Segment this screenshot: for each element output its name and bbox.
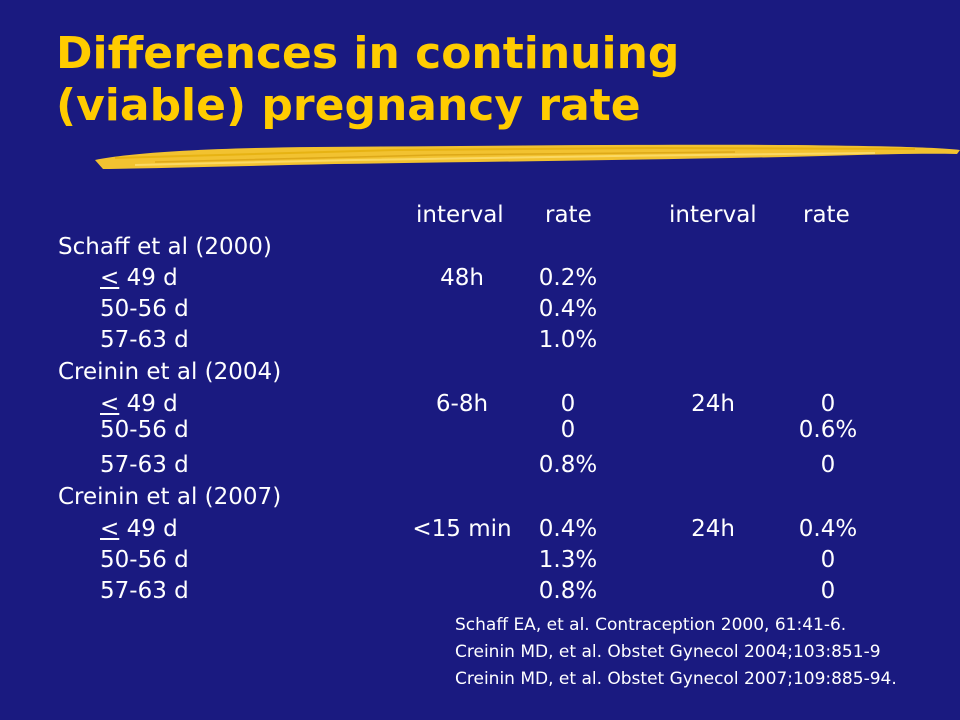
table-row: 50-56 d 0 0.6% — [0, 415, 960, 445]
rate-cell: 0.4% — [538, 296, 598, 322]
rate-cell: 0.8% — [538, 578, 598, 604]
interval-cell: 48h — [440, 265, 484, 291]
slide-title: Differences in continuing (viable) pregn… — [56, 28, 936, 132]
slide-title-line-2: (viable) pregnancy rate — [56, 80, 641, 131]
study-heading-row: Creinin et al (2004) — [0, 357, 960, 387]
gestational-age-cell: 50-56 d — [100, 545, 189, 575]
gestational-age-text: 50-56 d — [100, 417, 189, 443]
rate-cell: 0 — [820, 452, 836, 478]
interval-cell: 24h — [691, 516, 735, 542]
table-row: 57-63 d 0.8% 0 — [0, 450, 960, 480]
interval-cell: 6-8h — [435, 391, 489, 417]
rate-cell: 0 — [560, 391, 576, 417]
brush-stroke-divider — [95, 144, 960, 169]
rate-cell: 0.4% — [538, 516, 598, 542]
header-rate-1: rate — [545, 202, 592, 228]
gestational-age-text: 57-63 d — [100, 452, 189, 478]
interval-cell: 24h — [691, 391, 735, 417]
table-row: 57-63 d 1.0% — [0, 325, 960, 355]
gestational-age-cell: 57-63 d — [100, 325, 189, 355]
gestational-age-text: 57-63 d — [100, 327, 189, 353]
rate-cell: 0 — [820, 547, 836, 573]
rate-cell: 0 — [560, 417, 576, 443]
less-equal-sign: < — [100, 265, 120, 291]
table-row: 50-56 d 1.3% 0 — [0, 545, 960, 575]
rate-cell: 0 — [820, 391, 836, 417]
header-interval-2: interval — [669, 202, 757, 228]
gestational-age-cell: 50-56 d — [100, 294, 189, 324]
rate-cell: 0 — [820, 578, 836, 604]
table-header-row: interval rate interval rate — [0, 200, 960, 230]
gestational-age-text: 57-63 d — [100, 578, 189, 604]
rate-cell: 0.6% — [798, 417, 858, 443]
table-row: < 49 d <15 min 0.4% 24h 0.4% — [0, 514, 960, 544]
table-row: < 49 d 48h 0.2% — [0, 263, 960, 293]
gestational-age-text: 50-56 d — [100, 547, 189, 573]
gestational-age-text: 50-56 d — [100, 296, 189, 322]
table-row: 57-63 d 0.8% 0 — [0, 576, 960, 606]
rate-cell: 0.4% — [798, 516, 858, 542]
gestational-age-text: 49 d — [119, 265, 178, 291]
reference-item: Creinin MD, et al. Obstet Gynecol 2007;1… — [455, 669, 897, 689]
gestational-age-cell: < 49 d — [100, 389, 178, 419]
slide-title-line-1: Differences in continuing — [56, 28, 680, 79]
interval-cell: <15 min — [412, 516, 512, 542]
study-heading-row: Creinin et al (2007) — [0, 482, 960, 512]
gestational-age-text: 49 d — [119, 391, 178, 417]
table-row: < 49 d 6-8h 0 24h 0 — [0, 389, 960, 419]
rate-cell: 1.0% — [538, 327, 598, 353]
study-name: Schaff et al (2000) — [58, 234, 272, 260]
study-name: Creinin et al (2004) — [58, 359, 282, 385]
rate-cell: 0.2% — [538, 265, 598, 291]
reference-item: Schaff EA, et al. Contraception 2000, 61… — [455, 615, 847, 635]
gestational-age-cell: < 49 d — [100, 263, 178, 293]
study-heading-row: Schaff et al (2000) — [0, 232, 960, 262]
reference-item: Creinin MD, et al. Obstet Gynecol 2004;1… — [455, 642, 881, 662]
header-rate-2: rate — [803, 202, 850, 228]
gestational-age-text: 49 d — [119, 516, 178, 542]
rate-cell: 1.3% — [538, 547, 598, 573]
gestational-age-cell: 50-56 d — [100, 415, 189, 445]
table-row: 50-56 d 0.4% — [0, 294, 960, 324]
less-equal-sign: < — [100, 391, 120, 417]
gestational-age-cell: 57-63 d — [100, 576, 189, 606]
references: Schaff EA, et al. Contraception 2000, 61… — [455, 612, 955, 693]
less-equal-sign: < — [100, 516, 120, 542]
header-interval-1: interval — [416, 202, 504, 228]
gestational-age-cell: < 49 d — [100, 514, 178, 544]
gestational-age-cell: 57-63 d — [100, 450, 189, 480]
study-name: Creinin et al (2007) — [58, 484, 282, 510]
rate-cell: 0.8% — [538, 452, 598, 478]
